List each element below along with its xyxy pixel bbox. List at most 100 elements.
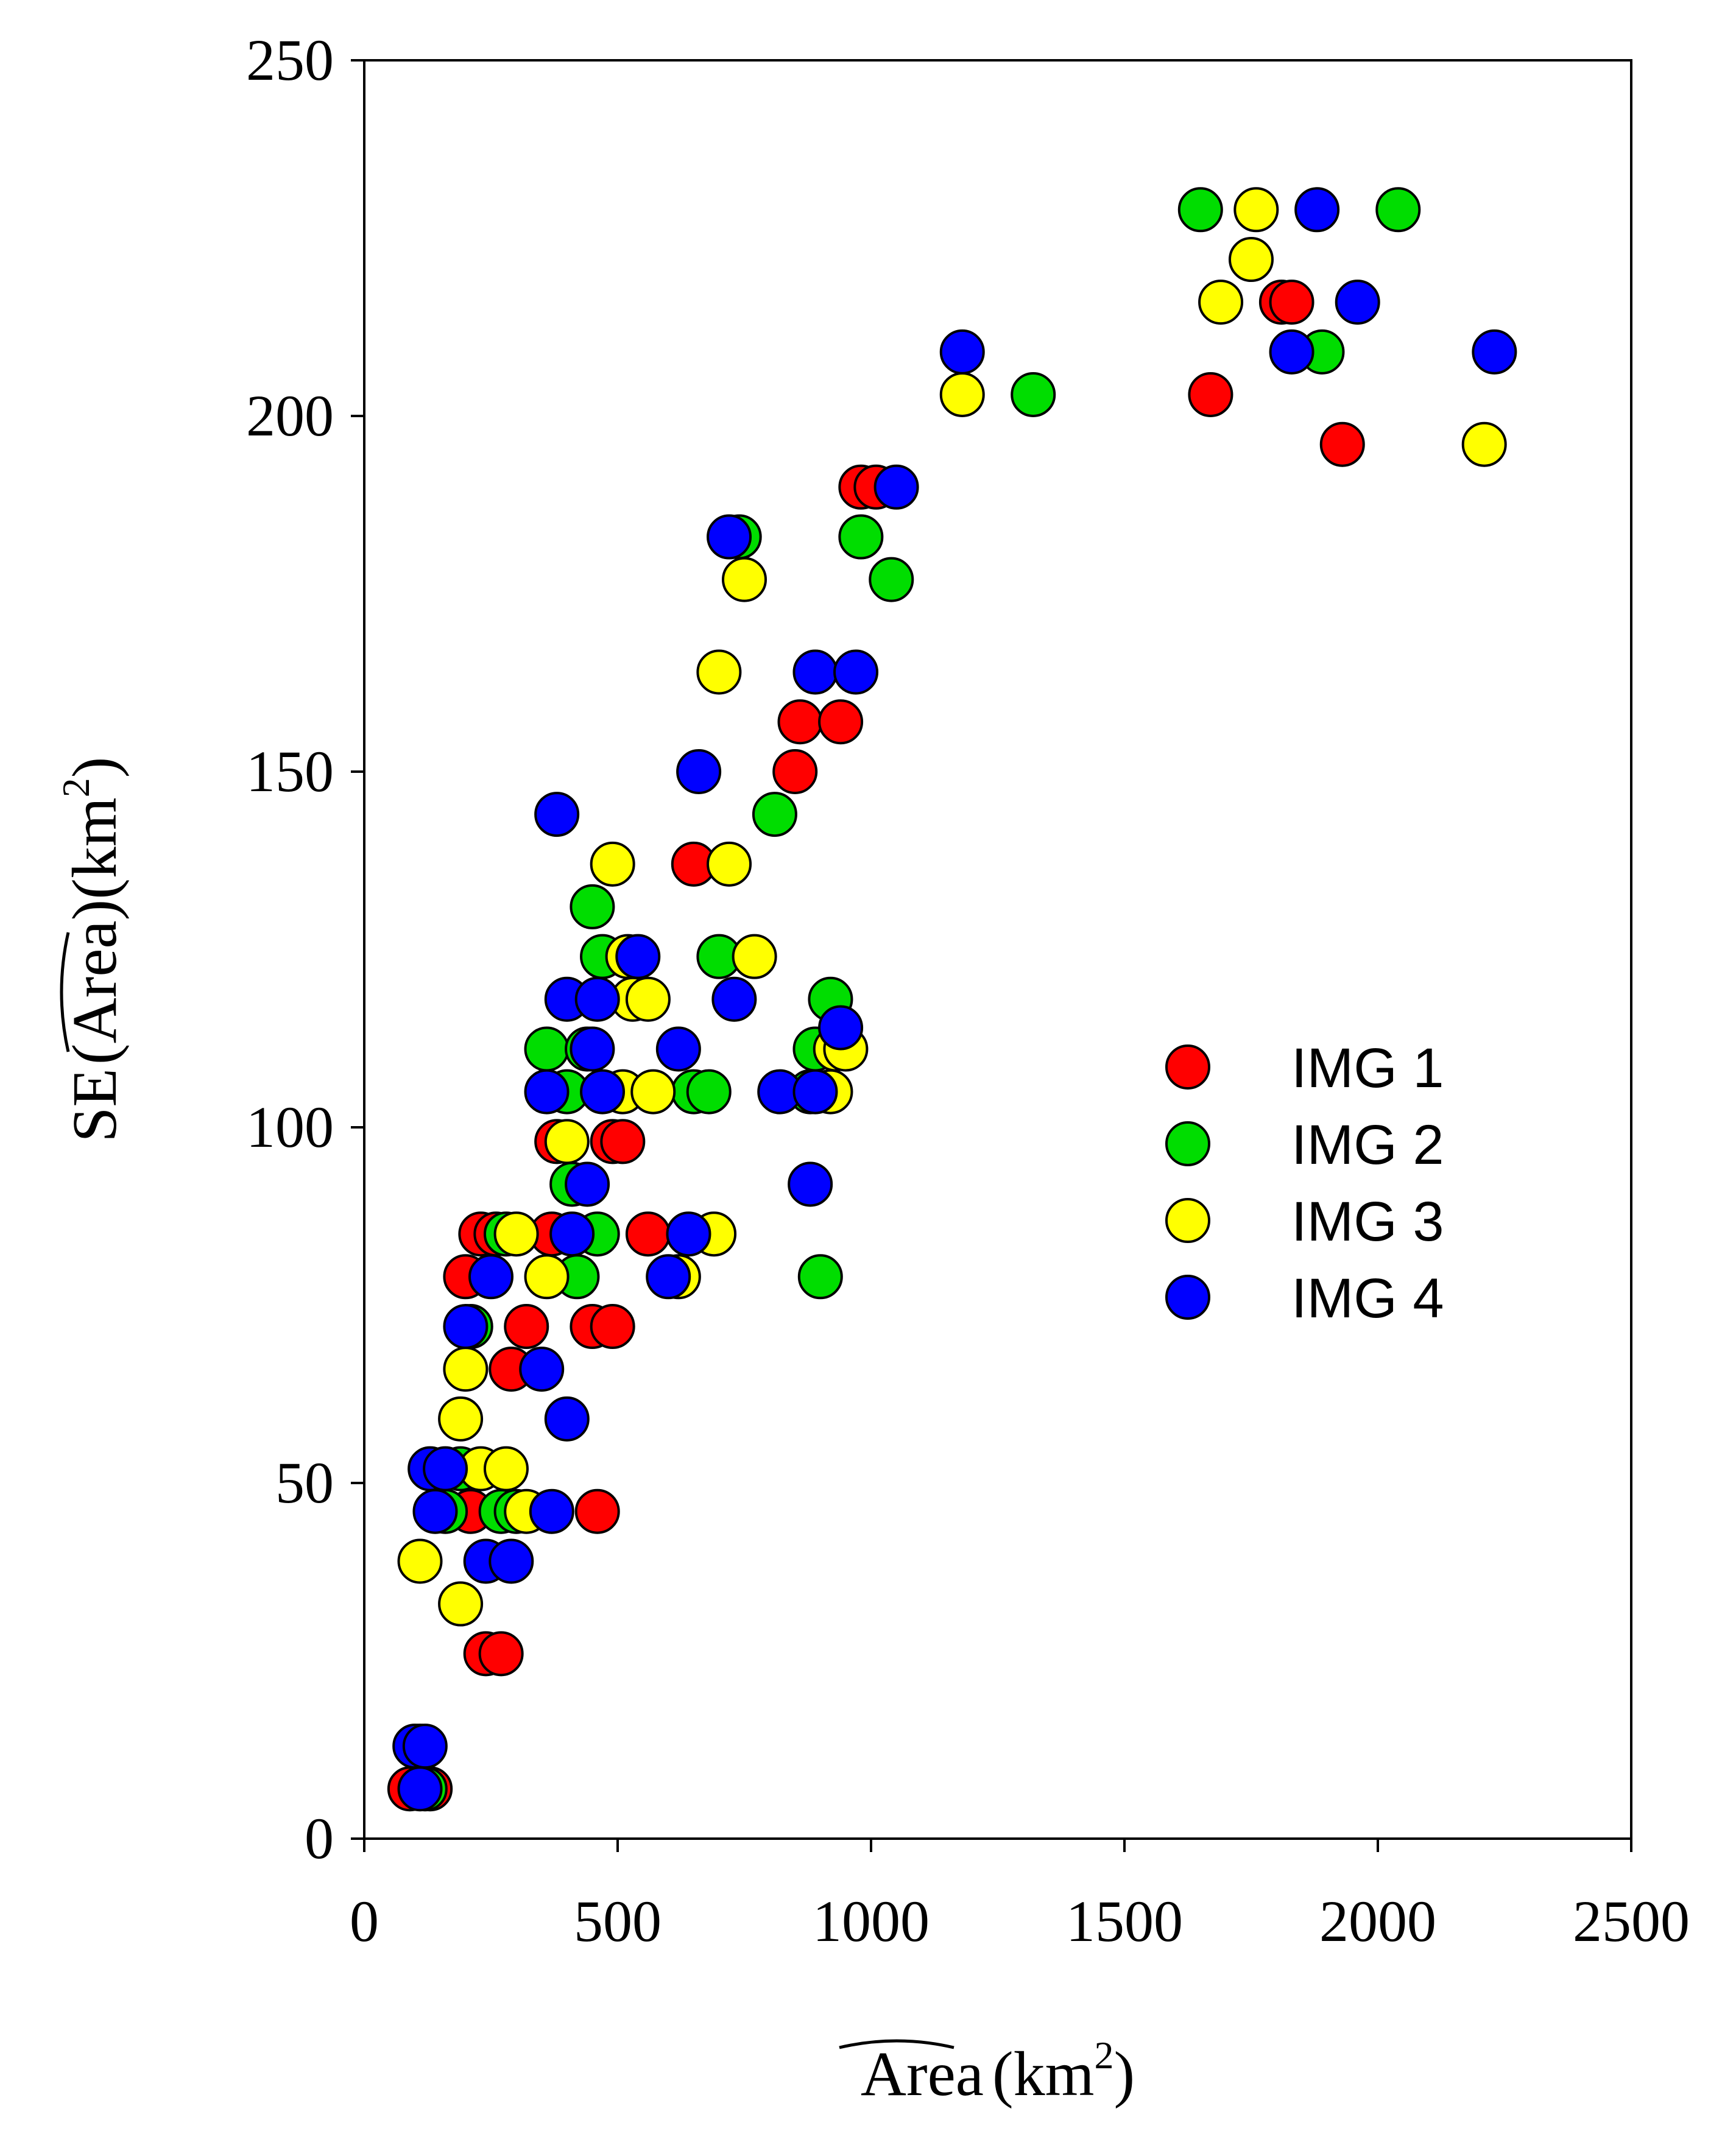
legend-marker (1165, 1044, 1210, 1090)
data-point (402, 1724, 448, 1769)
data-point (483, 1446, 529, 1492)
data-point (544, 1119, 590, 1164)
data-point (797, 1254, 843, 1300)
data-point (818, 1005, 864, 1051)
svg-text:SE(Area)(km2): SE(Area)(km2) (54, 757, 130, 1143)
x-axis-title-hat-icon (839, 2039, 954, 2049)
data-point (646, 1254, 691, 1300)
x-tick-label: 2500 (1573, 1889, 1690, 1954)
x-axis-ticks: 0 500 1000 1500 2000 2500 (350, 1839, 1690, 1954)
data-point (600, 1119, 646, 1164)
data-point (493, 1211, 539, 1257)
y-tick-label: 0 (305, 1806, 334, 1871)
data-point (838, 514, 884, 560)
data-point (519, 1347, 565, 1392)
data-point (707, 514, 752, 560)
x-tick-label: 1500 (1066, 1889, 1183, 1954)
data-point (590, 841, 635, 887)
y-tick-label: 150 (246, 739, 334, 804)
data-point (752, 792, 797, 837)
y-tick-label: 250 (246, 27, 334, 93)
data-point (833, 649, 879, 695)
legend: IMG 1 IMG 2 IMG 3 IMG 4 (1165, 1037, 1444, 1330)
data-point (504, 1304, 549, 1350)
data-point (722, 557, 767, 602)
data-point (1294, 187, 1340, 233)
data-point (468, 1254, 513, 1300)
data-point (1177, 187, 1223, 233)
x-tick-label: 2000 (1319, 1889, 1436, 1954)
data-point (630, 1069, 676, 1115)
data-point (1375, 187, 1421, 233)
data-point (423, 1446, 468, 1492)
data-point (939, 372, 985, 417)
legend-label: IMG 4 (1291, 1267, 1444, 1330)
data-point (524, 1254, 570, 1300)
y-tick-label: 50 (275, 1450, 334, 1515)
data-point (524, 1069, 570, 1115)
legend-label: IMG 1 (1291, 1037, 1444, 1099)
data-point (625, 976, 671, 1022)
y-axis-title: SE(Area)(km2) (54, 757, 130, 1143)
data-point (615, 934, 661, 979)
data-point (438, 1396, 484, 1442)
data-point (777, 699, 823, 745)
data-point (625, 1211, 671, 1257)
data-point (1011, 372, 1056, 417)
data-point (529, 1488, 574, 1534)
data-point (412, 1488, 458, 1534)
legend-marker (1165, 1121, 1210, 1166)
y-axis-ticks: 0 50 100 150 200 250 (246, 27, 364, 1871)
legend-label: IMG 2 (1291, 1114, 1444, 1176)
data-point (524, 1026, 570, 1072)
data-point (1188, 372, 1233, 417)
data-point (438, 1581, 484, 1627)
data-point (772, 749, 818, 794)
data-point (397, 1538, 443, 1584)
data-point (655, 1026, 701, 1072)
data-point (792, 649, 838, 695)
data-point (1335, 280, 1380, 325)
legend-marker (1165, 1275, 1210, 1320)
data-point (570, 884, 615, 929)
x-axis-title-hat-term: Area (861, 2039, 984, 2109)
x-tick-label: 0 (350, 1889, 379, 1954)
y-tick-label: 100 (246, 1094, 334, 1160)
series-3 (397, 187, 1507, 1627)
y-axis-title-hat-icon (60, 932, 70, 1052)
data-point (549, 1211, 595, 1257)
data-point (443, 1304, 489, 1350)
data-point (732, 934, 777, 979)
data-point (1472, 329, 1517, 375)
data-point (666, 1211, 711, 1257)
x-tick-label: 500 (574, 1889, 662, 1954)
x-tick-label: 1000 (813, 1889, 930, 1954)
data-point (707, 841, 752, 887)
data-point (478, 1631, 524, 1677)
data-point (570, 1026, 615, 1072)
data-point (544, 1396, 590, 1442)
svg-text:Area(km2): Area (km2) (861, 2034, 1135, 2109)
data-point (580, 1069, 626, 1115)
data-point (534, 792, 580, 837)
data-point (676, 749, 722, 794)
data-point (939, 329, 985, 375)
data-points (387, 187, 1517, 1812)
legend-label: IMG 3 (1291, 1191, 1444, 1253)
data-point (869, 557, 914, 602)
data-point (1319, 421, 1365, 467)
data-point (788, 1161, 833, 1207)
x-axis-title: Area (km2) (839, 2034, 1135, 2109)
data-point (1461, 421, 1507, 467)
y-tick-label: 200 (246, 383, 334, 448)
data-point (590, 1304, 635, 1350)
data-point (1269, 280, 1314, 325)
data-point (696, 649, 742, 695)
series-4 (392, 187, 1517, 1812)
plot-frame (363, 59, 1632, 1840)
data-point (397, 1766, 443, 1812)
data-point (574, 976, 620, 1022)
data-point (711, 976, 757, 1022)
